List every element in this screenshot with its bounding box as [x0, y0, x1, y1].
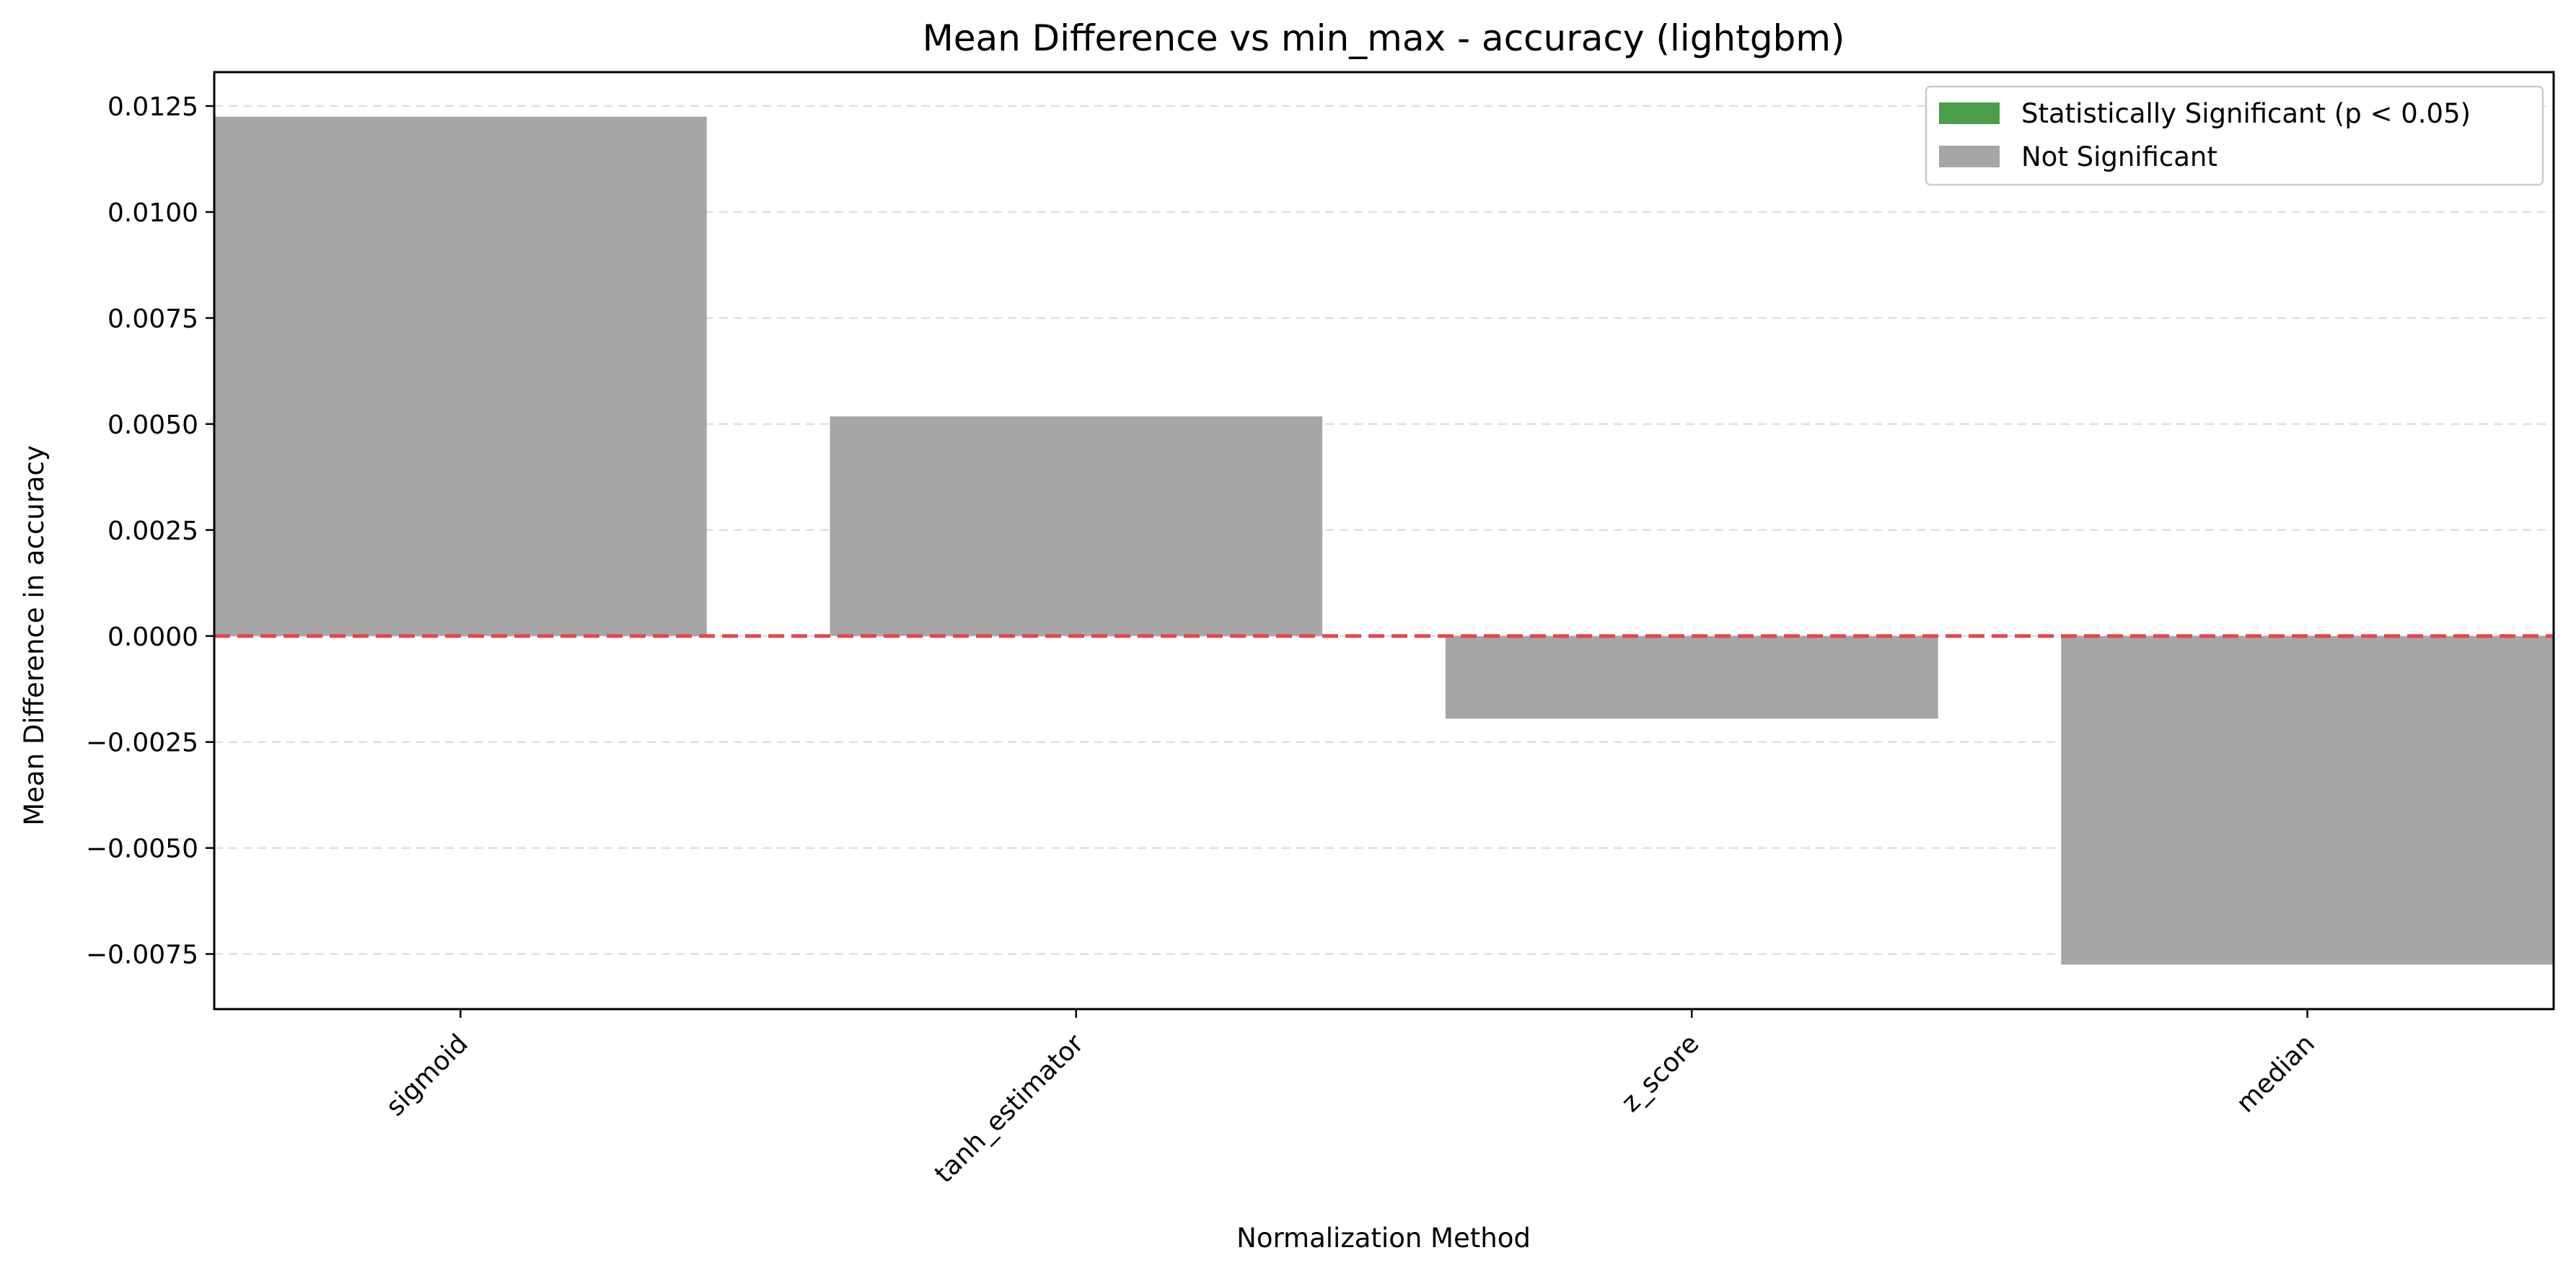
bar-tanh-estimator	[830, 416, 1323, 636]
chart-title: Mean Difference vs min_max - accuracy (l…	[923, 17, 1845, 59]
legend-box	[1925, 85, 2544, 186]
x-tick-label: median	[2231, 1029, 2321, 1118]
legend-label-significant: Statistically Significant (p < 0.05)	[2021, 98, 2471, 129]
y-tick-label: 0.0000	[107, 622, 198, 652]
bar-z-score	[1445, 635, 1938, 719]
plot-frame	[213, 71, 2555, 1011]
y-axis-ticks: −0.0075 −0.0050 −0.0025 0.0000 0.0025 0.0050 0…	[86, 92, 214, 970]
y-tick-label: −0.0075	[86, 941, 198, 970]
x-tick-label: tanh_estimator	[929, 1029, 1089, 1189]
y-tick-label: −0.0050	[86, 835, 198, 864]
y-tick-label: 0.0050	[107, 410, 198, 440]
y-tick-label: 0.0025	[107, 516, 198, 546]
legend: Statistically Significant (p < 0.05) Not…	[1925, 85, 2544, 186]
y-tick-label: 0.0075	[107, 304, 198, 334]
y-tick-label: 0.0100	[107, 198, 198, 228]
legend-label-not-significant: Not Significant	[2021, 141, 2217, 172]
x-axis-ticks: sigmoid tanh_estimator z_score median	[381, 1009, 2321, 1189]
bar-sigmoid	[214, 116, 707, 636]
legend-swatch-not-significant	[1939, 146, 2000, 167]
x-tick-label: sigmoid	[381, 1029, 474, 1122]
y-tick-label: −0.0025	[86, 729, 198, 758]
y-axis-label: Mean Difference in accuracy	[19, 445, 50, 826]
y-tick-label: 0.0125	[107, 92, 198, 122]
x-axis-label: Normalization Method	[1236, 1223, 1531, 1254]
x-tick-label: z_score	[1616, 1029, 1705, 1117]
legend-swatch-significant	[1939, 102, 2000, 124]
bar-median	[2061, 635, 2554, 965]
bars	[214, 116, 2554, 965]
